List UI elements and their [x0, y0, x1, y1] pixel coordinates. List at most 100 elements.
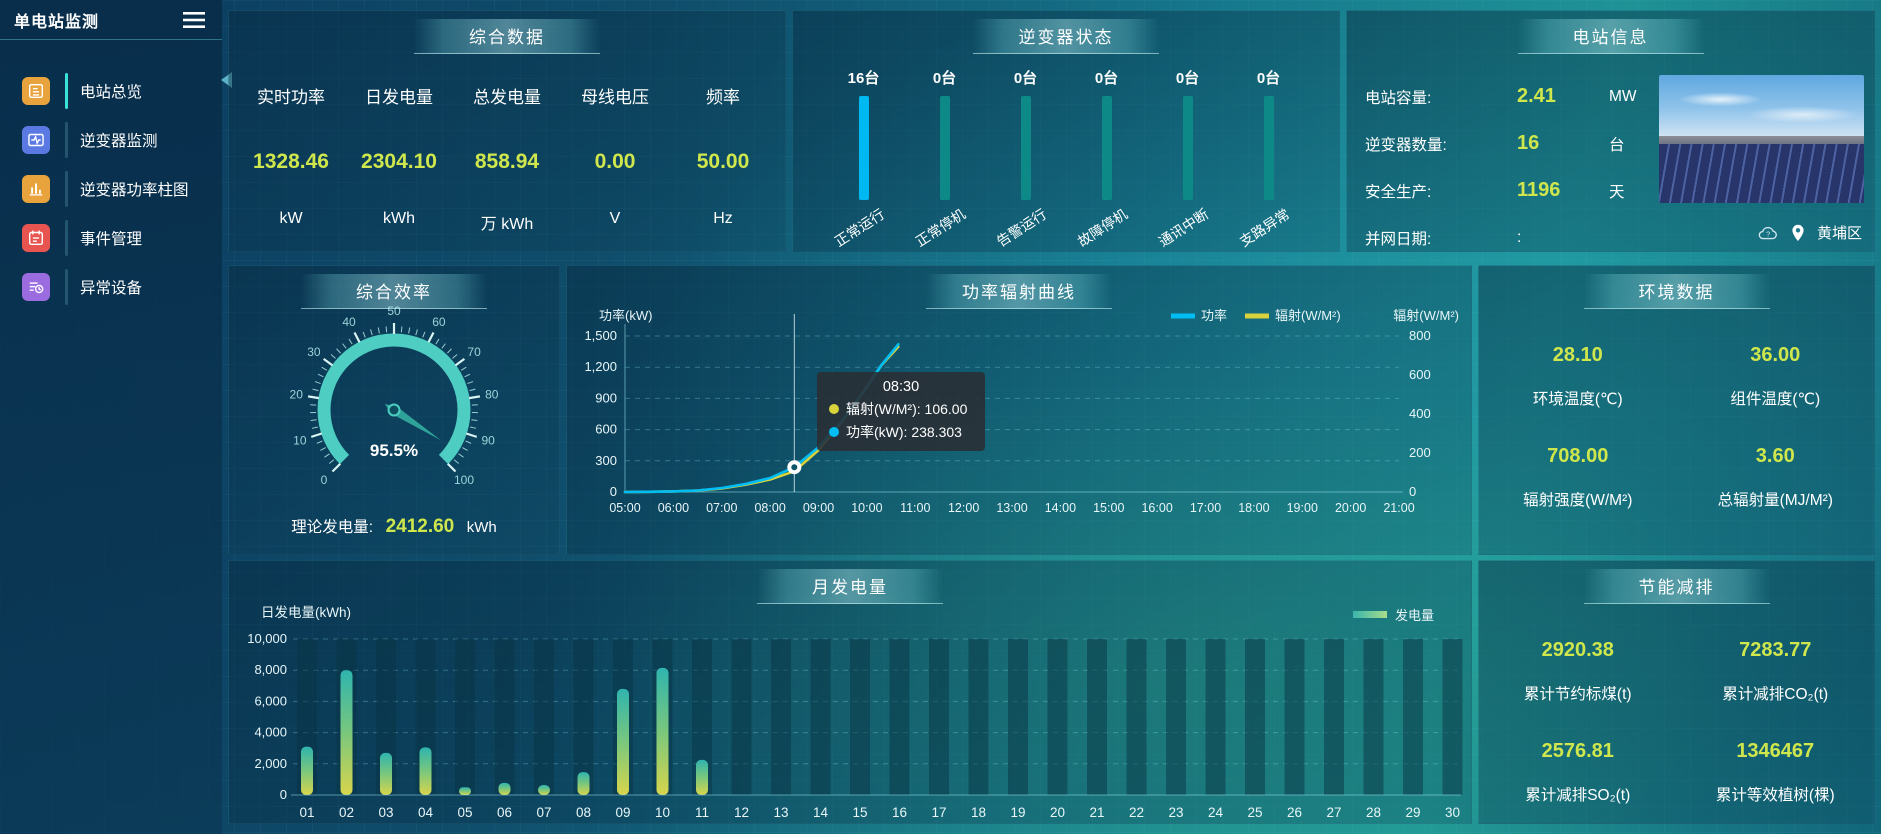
sidebar-item-station-overview[interactable]: 电站总览 — [0, 66, 222, 115]
cell-label: 辐射强度(W/M²) — [1523, 492, 1633, 509]
location-pin-icon[interactable] — [1791, 224, 1805, 242]
tooltip-radiation-row: 辐射(W/M²): 106.00 — [829, 399, 973, 419]
sidebar: 单电站监测 电站总览 逆变器监测 — [0, 0, 222, 834]
bar-background-band — [1087, 639, 1107, 795]
x-axis-tick: 07:00 — [706, 501, 737, 515]
metric-unit: V — [609, 210, 621, 227]
inverter-status-comm-lost: 0台 通讯中断 — [1147, 67, 1228, 250]
cell-value: 2576.81 — [1541, 740, 1614, 762]
panel-power-radiation-curve: 功率辐射曲线 0 300 600 900 1,200 1,500 0 200 400 600 800… — [566, 265, 1472, 555]
hamburger-menu-icon[interactable] — [182, 10, 206, 30]
bar-x-tick: 28 — [1366, 805, 1381, 820]
sidebar-item-inverter-power-bars[interactable]: 逆变器功率柱图 — [0, 164, 222, 213]
nav-separator — [65, 268, 68, 305]
metric-value: 0.00 — [594, 150, 636, 173]
bar-x-tick: 02 — [339, 805, 354, 820]
bar-legend-label: 发电量 — [1395, 608, 1434, 623]
metric-value: 50.00 — [696, 150, 750, 173]
weather-cloud-icon[interactable]: ? — [1757, 225, 1779, 241]
panel-title: 综合效率 — [301, 274, 487, 309]
bar-day-07 — [538, 785, 550, 795]
inverter-status-alarm-running: 0台 告警运行 — [985, 67, 1066, 250]
status-bar — [1263, 96, 1274, 200]
gauge-tick-label: 80 — [485, 388, 499, 402]
bar-y-tick: 10,000 — [247, 631, 287, 646]
safe-production-unit: 天 — [1609, 183, 1625, 201]
gauge-tick-label: 0 — [321, 473, 328, 487]
gauge-value-label: 95.5% — [370, 441, 418, 460]
sidebar-item-inverter-monitor[interactable]: 逆变器监测 — [0, 115, 222, 164]
status-label: 告警运行 — [993, 205, 1049, 250]
cell-label: 累计减排CO₂(t) — [1722, 686, 1829, 703]
bar-y-tick: 8,000 — [254, 662, 287, 677]
gauge-tick — [435, 338, 440, 345]
bar-day-04 — [419, 747, 432, 795]
panel-title: 功率辐射曲线 — [926, 274, 1112, 309]
cell-value: 7283.77 — [1739, 639, 1812, 661]
bar-x-tick: 20 — [1050, 805, 1065, 820]
sidebar-collapse-arrow[interactable] — [221, 72, 232, 88]
metric-label: 日发电量 — [365, 88, 433, 107]
metric-total-generation: 总发电量 858.94 万 kWh — [453, 11, 561, 251]
bar-day-06 — [498, 782, 511, 795]
bar-x-tick: 17 — [931, 805, 946, 820]
cell-label: 累计等效植树(棵) — [1715, 787, 1835, 804]
bar-day-09 — [617, 688, 629, 795]
saving-so2: 2576.81 累计减排SO₂(t) — [1479, 740, 1677, 805]
x-axis-tick: 05:00 — [609, 501, 640, 515]
gauge-tick — [453, 459, 460, 464]
safe-production-value: 1196 — [1517, 179, 1561, 201]
left-axis-tick: 900 — [595, 390, 617, 405]
inverter-status-bars: 16台 正常运行 0台 正常停机 0台 告警运行 — [793, 67, 1339, 250]
right-axis-tick: 200 — [1409, 445, 1431, 460]
gauge-tick — [465, 432, 478, 438]
bar-background-band — [929, 639, 949, 795]
gauge-tick — [468, 395, 481, 400]
gauge-tick — [330, 354, 336, 359]
bar-x-tick: 18 — [971, 805, 986, 820]
gauge-tick — [331, 462, 342, 473]
sidebar-item-label: 事件管理 — [80, 230, 143, 248]
bar-day-02 — [340, 670, 353, 795]
bar-x-tick: 09 — [615, 805, 630, 820]
gauge-tick — [441, 343, 446, 349]
efficiency-gauge: 0 10 20 30 40 50 60 70 80 90 100 95.5% — [229, 306, 559, 502]
gauge-ring — [317, 333, 471, 465]
gauge-tick — [362, 331, 366, 338]
gauge-tick-label: 70 — [467, 345, 481, 359]
gauge-tick — [422, 331, 426, 338]
saving-coal: 2920.38 累计节约标煤(t) — [1479, 639, 1677, 704]
metric-unit: kW — [279, 210, 303, 227]
station-capacity-unit: MW — [1609, 87, 1637, 105]
bar-background-band — [1126, 639, 1147, 795]
env-radiation-intensity: 708.00 辐射强度(W/M²) — [1479, 445, 1677, 510]
panel-title: 月发电量 — [757, 569, 943, 604]
bar-background-band — [1442, 639, 1463, 795]
gauge-tick-label: 50 — [387, 306, 401, 318]
sidebar-item-label: 逆变器监测 — [80, 132, 158, 150]
bar-y-tick: 6,000 — [254, 693, 287, 708]
bar-x-tick: 21 — [1089, 805, 1104, 820]
gauge-tick — [400, 326, 403, 333]
sidebar-item-abnormal-devices[interactable]: 异常设备 — [0, 262, 222, 311]
tooltip-power-row: 功率(kW): 238.303 — [829, 422, 973, 442]
bar-background-band — [1008, 639, 1028, 795]
gauge-tick — [348, 338, 353, 345]
right-axis-tick: 800 — [1409, 328, 1431, 343]
gauge-tick — [353, 331, 361, 343]
power-bars-icon — [22, 174, 50, 203]
bar-background-band — [1363, 639, 1384, 795]
saving-cells: 2920.38 累计节约标煤(t) 7283.77 累计减排CO₂(t) 257… — [1479, 639, 1874, 805]
bar-background-band — [1166, 639, 1186, 795]
left-axis-tick: 1,500 — [584, 328, 617, 343]
environment-cells: 28.10 环境温度(℃) 36.00 组件温度(℃) 708.00 辐射强度(… — [1479, 344, 1874, 510]
bar-x-tick: 19 — [1010, 805, 1025, 820]
gauge-tick — [469, 388, 476, 392]
x-axis-tick: 17:00 — [1190, 501, 1221, 515]
metric-realtime-power: 实时功率 1328.46 kW — [237, 11, 345, 251]
sidebar-item-event-management[interactable]: 事件管理 — [0, 213, 222, 262]
gauge-tick — [307, 395, 320, 400]
gauge-tick — [321, 366, 328, 371]
sidebar-item-label: 逆变器功率柱图 — [80, 181, 189, 199]
gauge-tick — [446, 462, 457, 473]
